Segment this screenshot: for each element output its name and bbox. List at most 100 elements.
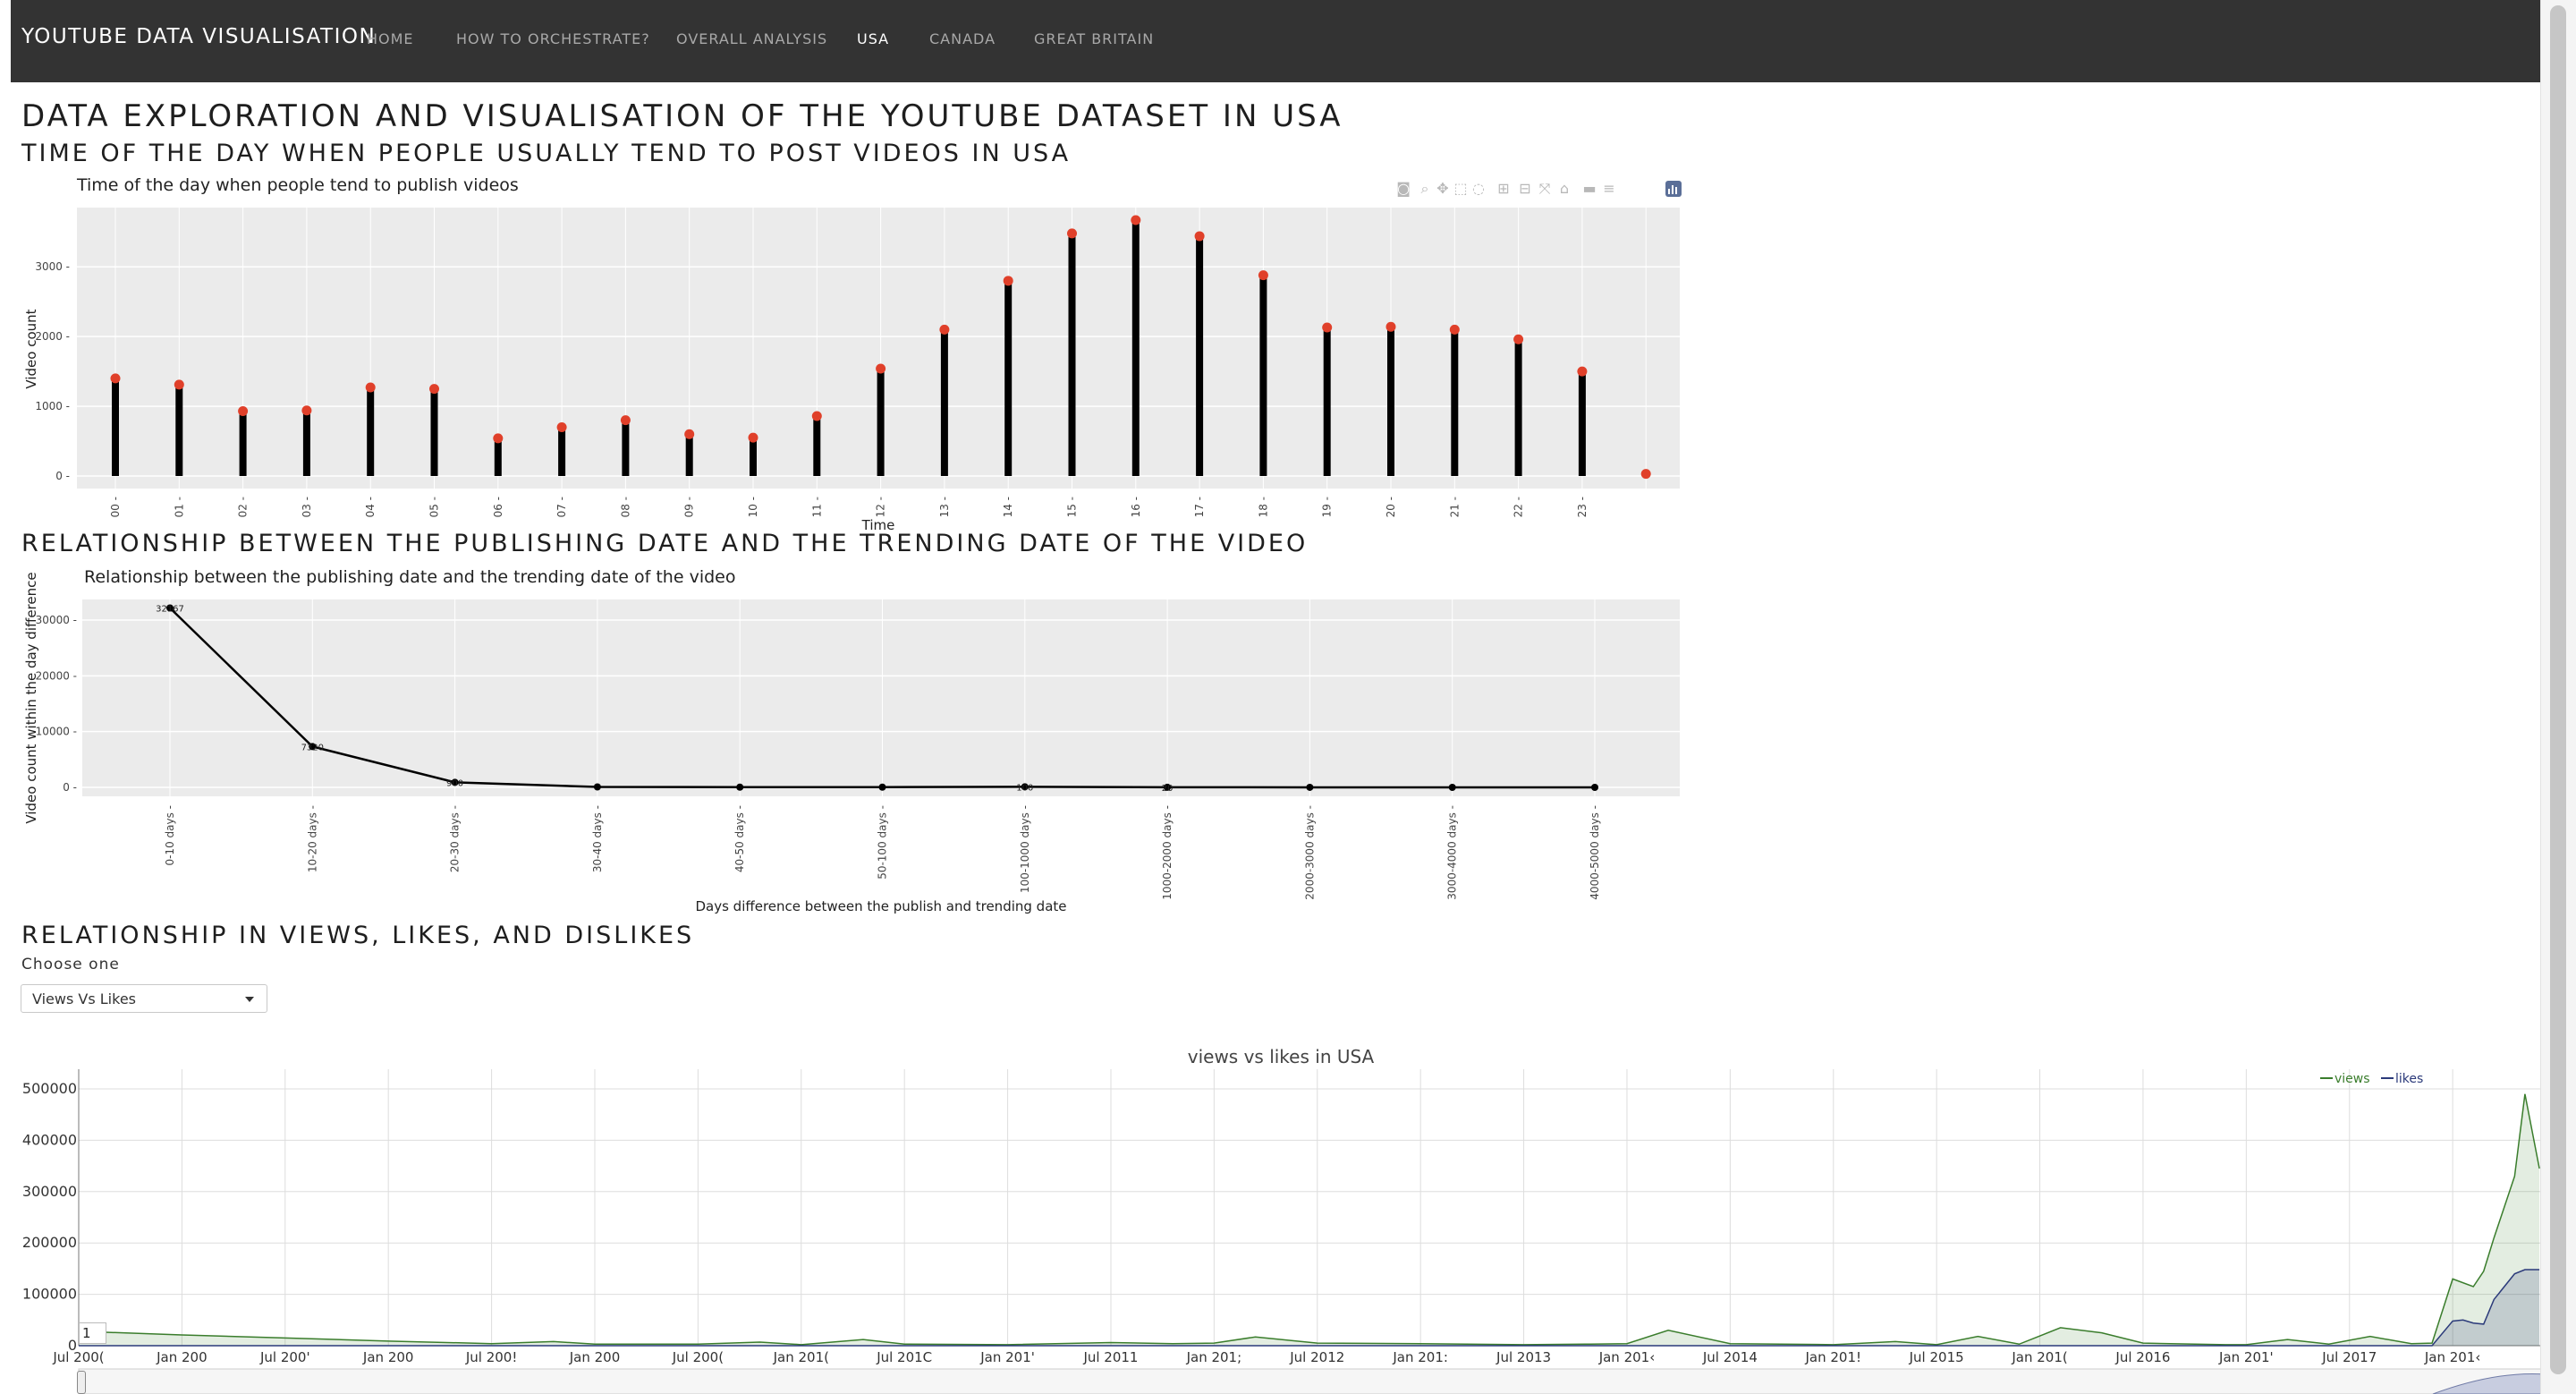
box-select-icon[interactable]: ⬚ bbox=[1453, 180, 1468, 197]
chart1-point bbox=[174, 379, 184, 390]
nav-item-canada[interactable]: CANADA bbox=[929, 30, 996, 47]
chart2-plot-area bbox=[82, 599, 1680, 796]
chart1-x-tick-label: 20 - bbox=[1385, 497, 1397, 517]
scrollbar-thumb[interactable] bbox=[2550, 5, 2566, 1374]
camera-icon[interactable]: ◙ bbox=[1396, 180, 1411, 197]
chart1-bar bbox=[1068, 233, 1076, 476]
chart1-bar bbox=[813, 415, 821, 476]
chart3-x-tick-label: Jul 200! bbox=[465, 1349, 518, 1365]
brand-link[interactable]: YOUTUBE DATA VISUALISATION bbox=[21, 25, 377, 48]
nav-item-how-to-orchestrate[interactable]: HOW TO ORCHESTRATE? bbox=[456, 30, 650, 47]
chart3-y-tick-label: 500000 bbox=[22, 1080, 77, 1097]
chart2-y-axis-label: Video count within the day difference bbox=[23, 572, 39, 823]
chart1-bar bbox=[302, 410, 310, 476]
chart1-y-tick-label: 0 - bbox=[55, 470, 70, 482]
nav-item-usa[interactable]: USA bbox=[857, 30, 890, 47]
chart1-point bbox=[1194, 231, 1205, 242]
chart1-title: Time of the day when people tend to publ… bbox=[77, 175, 519, 195]
choose-label: Choose one bbox=[21, 956, 120, 973]
chart1-x-axis-label: Time bbox=[861, 517, 895, 533]
plotly-logo-icon[interactable] bbox=[1665, 181, 1682, 197]
chart3-x-tick-label: Jul 2015 bbox=[1909, 1349, 1964, 1365]
chart3-x-tick-label: Jan 201! bbox=[1804, 1349, 1861, 1365]
chart1-x-tick-label: 23 - bbox=[1576, 497, 1589, 517]
chart1-bar bbox=[1578, 371, 1586, 476]
chart3-x-tick-label: Jul 201C bbox=[876, 1349, 932, 1365]
chart2-x-tick-label: 30-40 days - bbox=[591, 805, 604, 872]
chart1-x-tick-label: 14 - bbox=[1002, 497, 1014, 517]
chart3-title: views vs likes in USA bbox=[1188, 1046, 1375, 1067]
chart1-x-tick-label: 21 - bbox=[1448, 497, 1461, 517]
chart2-y-tick-label: 30000 - bbox=[36, 614, 77, 626]
chart1-point bbox=[429, 384, 439, 395]
range-slider-input[interactable]: 1 bbox=[79, 1322, 106, 1344]
chart1-bar bbox=[430, 388, 438, 476]
range-slider-left-handle[interactable] bbox=[77, 1371, 86, 1394]
chart1-x-tick-label: 15 - bbox=[1066, 497, 1079, 517]
chart1-x-tick-label: 05 - bbox=[428, 497, 441, 517]
chart1-point bbox=[620, 415, 631, 426]
chart2-point bbox=[309, 743, 317, 751]
chart1-bar bbox=[1387, 327, 1394, 476]
chart2-x-tick-label: 50-100 days - bbox=[877, 805, 889, 880]
chart2-y-tick-label: 20000 - bbox=[36, 669, 77, 682]
chart1-x-tick-label: 11 - bbox=[810, 497, 823, 517]
chart1-x-tick-label: 09 - bbox=[683, 497, 696, 517]
chart1-bar bbox=[367, 387, 375, 476]
zoom-in-icon[interactable]: ⊞ bbox=[1497, 180, 1510, 197]
zoom-out-icon[interactable]: ⊟ bbox=[1519, 180, 1531, 197]
chart3-x-tick-label: Jan 201( bbox=[2011, 1349, 2067, 1365]
autoscale-icon[interactable]: ⤧ bbox=[1538, 180, 1551, 197]
pan-icon[interactable]: ✥ bbox=[1436, 180, 1449, 197]
lasso-icon[interactable]: ◌ bbox=[1472, 180, 1485, 197]
chart2-y-tick-label: 10000 - bbox=[36, 726, 77, 738]
window-edge bbox=[0, 0, 11, 1394]
chart2-y-tick-label: 0 - bbox=[63, 781, 77, 794]
chart1-point bbox=[1067, 228, 1077, 239]
nav-item-home[interactable]: HOME bbox=[367, 30, 414, 47]
page-scrollbar[interactable] bbox=[2540, 0, 2576, 1394]
chart1-x-tick-label: 16 - bbox=[1130, 497, 1142, 517]
chart3-line-likes bbox=[79, 1269, 2540, 1347]
metric-dropdown[interactable]: Views Vs Likes bbox=[21, 984, 267, 1013]
chart1-x-tick-label: 12 - bbox=[875, 497, 887, 517]
chart2-title: Relationship between the publishing date… bbox=[84, 567, 736, 587]
chart3-x-tick-label: Jul 2014 bbox=[1702, 1349, 1758, 1365]
chart2-x-tick-label: 4000-5000 days - bbox=[1589, 805, 1601, 900]
chart3-x-tick-label: Jul 2013 bbox=[1496, 1349, 1551, 1365]
chart1-bar bbox=[685, 434, 693, 476]
chart3-y-tick-label: 300000 bbox=[22, 1183, 77, 1200]
reset-icon[interactable]: ⌂ bbox=[1559, 180, 1570, 197]
chart1-point bbox=[876, 363, 886, 374]
chart1-point bbox=[238, 406, 249, 417]
dropdown-selected-value: Views Vs Likes bbox=[32, 990, 136, 1007]
chart1-x-tick-label: 13 - bbox=[938, 497, 951, 517]
chart3-x-tick-label: Jan 201' bbox=[979, 1349, 1035, 1365]
chart1-x-tick-label: 06 - bbox=[492, 497, 504, 517]
chart1-x-tick-label: 08 - bbox=[619, 497, 631, 517]
chart1-bar bbox=[877, 369, 885, 476]
chart3-x-tick-label: Jan 200 bbox=[156, 1349, 208, 1365]
chart2-data-label: 7320 bbox=[301, 743, 324, 752]
chart2-data-label: 900 bbox=[446, 778, 463, 788]
chart1-x-tick-label: 01 - bbox=[173, 497, 185, 517]
chart3-area-likes bbox=[79, 1270, 2540, 1346]
hover-closest-icon[interactable]: ≡ bbox=[1603, 180, 1615, 197]
chart3-legend-likes: likes bbox=[2395, 1072, 2423, 1086]
spike-icon[interactable]: ▬ bbox=[1582, 180, 1597, 197]
chevron-down-icon bbox=[245, 997, 254, 1002]
zoom-icon[interactable]: ⌕ bbox=[1420, 180, 1429, 197]
chart1-x-tick-label: 04 - bbox=[364, 497, 377, 517]
chart1-point bbox=[1449, 324, 1460, 335]
chart3-x-tick-label: Jul 200( bbox=[52, 1349, 104, 1365]
chart1-bar bbox=[940, 329, 948, 476]
nav-item-great-britain[interactable]: GREAT BRITAIN bbox=[1034, 30, 1155, 47]
nav-item-overall-analysis[interactable]: OVERALL ANALYSIS bbox=[676, 30, 828, 47]
chart1-point bbox=[1003, 276, 1013, 286]
chart1-bar bbox=[239, 411, 247, 476]
chart2-x-tick-label: 3000-4000 days - bbox=[1446, 805, 1459, 900]
chart1-point bbox=[493, 433, 504, 444]
section-title-publish-trending: RELATIONSHIP BETWEEN THE PUBLISHING DATE… bbox=[21, 530, 1309, 557]
navbar: YOUTUBE DATA VISUALISATION HOME HOW TO O… bbox=[11, 0, 2540, 82]
